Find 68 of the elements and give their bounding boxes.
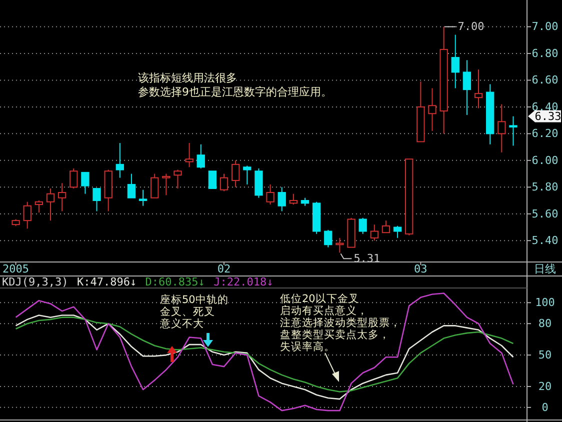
candlestick xyxy=(243,165,252,185)
candlestick xyxy=(220,173,228,192)
text: K:47.896↓ xyxy=(77,276,137,288)
y-tick-label: 6.00 xyxy=(532,154,558,167)
y-tick-label: 5.40 xyxy=(532,234,558,248)
candlestick xyxy=(174,169,182,189)
candlestick xyxy=(474,69,483,109)
x-tick-label: 02 xyxy=(217,262,231,276)
text: J:22.018↓ xyxy=(214,276,274,288)
y-tick-label: 6.80 xyxy=(532,46,558,60)
x-tick-label: 2005 xyxy=(2,262,30,276)
candlestick xyxy=(92,188,101,212)
text: 6.33 xyxy=(534,110,562,123)
candlestick xyxy=(462,60,472,116)
candlestick xyxy=(127,173,136,198)
y-tick-label: 0 xyxy=(542,400,548,414)
text: D:60.835↓ xyxy=(145,276,205,288)
line-series xyxy=(15,292,514,412)
candlestick xyxy=(278,186,286,212)
annotation: 注意选择波动类型股票， xyxy=(280,316,401,329)
candlestick xyxy=(185,142,194,168)
candlestick xyxy=(498,104,506,153)
x-tick-label: 03 xyxy=(414,262,428,276)
candlestick xyxy=(162,173,170,196)
candlestick xyxy=(336,237,344,254)
y-tick-label: 7.00 xyxy=(532,20,558,34)
y-tick-label: 5.60 xyxy=(532,207,558,220)
annotation: 失误率高。 xyxy=(280,340,335,353)
annotation: 参数选择9也正是江恩数字的合理应用。 xyxy=(138,86,332,98)
candlestick xyxy=(509,116,518,146)
candlestick xyxy=(266,184,274,206)
annotation: 座标50中轨的 xyxy=(160,293,228,306)
candlestick xyxy=(428,88,436,132)
candlestick xyxy=(393,225,402,238)
candlestick xyxy=(382,220,390,234)
candlestick xyxy=(150,173,159,198)
chart-title: KDJ(9,3,3) xyxy=(2,276,68,288)
annotation: 意义不大 xyxy=(159,317,204,330)
y-tick-label: 6.20 xyxy=(532,127,558,140)
candlestick xyxy=(34,200,44,214)
candlestick xyxy=(116,142,124,178)
annotation: 盘整类型买卖点太多， xyxy=(280,328,390,341)
candlestick xyxy=(370,224,378,242)
y-tick-label: 80 xyxy=(538,317,552,330)
candlestick xyxy=(46,188,55,222)
candlestick xyxy=(208,170,217,189)
annotation: 该指标短线用法很多 xyxy=(138,72,237,84)
annotation: 金叉、死叉 xyxy=(160,306,215,318)
annotation: 启动有买点意义， xyxy=(280,304,368,317)
y-tick-label: 50 xyxy=(538,348,552,362)
text: 日线 xyxy=(534,262,556,276)
y-tick-label: 20 xyxy=(538,380,552,393)
y-tick-label: 5.80 xyxy=(532,180,558,194)
candlestick xyxy=(23,201,32,230)
candlestick xyxy=(231,160,240,188)
y-tick-label: 6.60 xyxy=(532,74,558,87)
annotation: 7.00 xyxy=(458,20,484,34)
candlestick xyxy=(58,182,66,212)
candlestick xyxy=(81,172,90,194)
candlestick xyxy=(138,189,148,206)
annotation: 低位20以下金叉 xyxy=(280,292,360,305)
candlestick xyxy=(289,193,298,206)
candlestick xyxy=(70,168,78,189)
candlestick xyxy=(451,34,460,89)
candlestick xyxy=(324,229,332,248)
candlestick xyxy=(358,217,367,234)
y-tick-label: 100 xyxy=(535,296,555,310)
candlestick xyxy=(196,144,205,169)
